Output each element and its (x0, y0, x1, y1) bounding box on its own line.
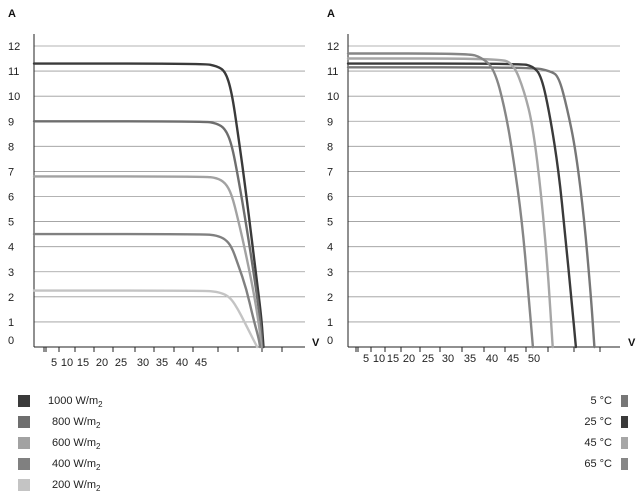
right-y-tick-label: 0 (327, 335, 333, 347)
right-y-tick-label: 9 (327, 116, 333, 128)
left-x-tick-label: 20 (96, 357, 108, 369)
right-y-tick-label: 8 (327, 141, 333, 153)
left-series-line-3 (32, 232, 262, 349)
irradiance-legend-item: 400 W/m2 (18, 457, 178, 472)
legend-label: 65 °C (584, 458, 612, 470)
right-series-line-1 (346, 62, 578, 349)
left-y-tick-label: 10 (8, 91, 20, 103)
right-y-tick-label: 5 (327, 217, 333, 229)
left-y-tick-label: 5 (8, 217, 14, 229)
legend-label: 1000 W/m2 (48, 395, 103, 410)
left-x-tick-label: 10 (61, 357, 73, 369)
right-y-axis-label: A (327, 8, 335, 20)
left-y-axis-label: A (8, 8, 16, 20)
right-series-line-2 (346, 57, 554, 349)
right-x-tick-label: 30 (442, 353, 454, 365)
left-series-line-4 (32, 289, 259, 349)
legend-swatch (621, 437, 628, 449)
irradiance-legend-item: 800 W/m2 (18, 415, 178, 430)
right-x-tick-label: 5 (363, 353, 369, 365)
legend-swatch (18, 416, 30, 428)
left-y-tick-label: 4 (8, 242, 14, 254)
legend-label: 5 °C (590, 395, 612, 407)
legend-swatch (18, 458, 30, 470)
legend-swatch (18, 437, 30, 449)
legend-label: 45 °C (584, 437, 612, 449)
legend-swatch (18, 479, 30, 491)
left-x-tick-label: 15 (77, 357, 89, 369)
legend-swatch (621, 416, 628, 428)
right-y-tick-label: 7 (327, 166, 333, 178)
right-x-tick-label: 50 (528, 353, 540, 365)
left-x-tick-label: 30 (137, 357, 149, 369)
left-x-tick-label: 40 (176, 357, 188, 369)
right-x-tick-label: 15 (387, 353, 399, 365)
legend-swatch (621, 458, 628, 470)
left-y-tick-label: 6 (8, 192, 14, 204)
irradiance-legend-item: 600 W/m2 (18, 436, 178, 451)
left-x-tick-label: 5 (51, 357, 57, 369)
left-y-tick-label: 9 (8, 116, 14, 128)
right-x-tick-label: 25 (422, 353, 434, 365)
irradiance-legend-item: 200 W/m2 (18, 478, 178, 493)
right-x-tick-label: 40 (486, 353, 498, 365)
right-y-tick-label: 10 (327, 91, 339, 103)
right-series-line-3 (346, 52, 535, 349)
right-y-tick-label: 4 (327, 242, 333, 254)
right-x-tick-label: 20 (403, 353, 415, 365)
left-x-axis-label: V (312, 337, 320, 349)
left-y-tick-label: 11 (8, 66, 19, 78)
left-series-line-0 (32, 62, 265, 349)
right-y-tick-label: 12 (327, 41, 339, 53)
right-y-tick-label: 11 (327, 66, 338, 78)
left-y-tick-label: 3 (8, 267, 14, 279)
left-y-tick-label: 1 (8, 317, 14, 329)
legend-label: 800 W/m2 (52, 416, 101, 431)
legend-swatch (18, 395, 30, 407)
legend-swatch (621, 395, 628, 407)
left-x-tick-label: 35 (156, 357, 168, 369)
left-x-tick-label: 25 (115, 357, 127, 369)
left-series-line-1 (32, 120, 264, 349)
legend-label: 200 W/m2 (52, 479, 101, 494)
right-y-tick-label: 6 (327, 192, 333, 204)
left-y-tick-label: 7 (8, 166, 14, 178)
irradiance-legend-item: 1000 W/m2 (18, 394, 178, 409)
temperature-legend-item: 45 °C (540, 436, 628, 450)
legend-label: 600 W/m2 (52, 437, 101, 452)
left-y-tick-label: 0 (8, 335, 14, 347)
right-x-axis-label: V (628, 337, 636, 349)
right-y-tick-label: 2 (327, 292, 333, 304)
left-y-tick-label: 2 (8, 292, 14, 304)
legend-label: 25 °C (584, 416, 612, 428)
temperature-legend-item: 65 °C (540, 457, 628, 471)
right-series-line-0 (346, 66, 596, 349)
left-series-line-2 (32, 175, 263, 349)
left-x-tick-label: 45 (195, 357, 207, 369)
legend-label: 400 W/m2 (52, 458, 101, 473)
right-x-tick-label: 10 (373, 353, 385, 365)
right-y-tick-label: 3 (327, 267, 333, 279)
right-x-tick-label: 35 (464, 353, 476, 365)
temperature-legend-item: 25 °C (540, 415, 628, 429)
temperature-legend-item: 5 °C (540, 394, 628, 408)
left-y-tick-label: 12 (8, 41, 20, 53)
right-y-tick-label: 1 (327, 317, 333, 329)
right-x-tick-label: 45 (507, 353, 519, 365)
left-y-tick-label: 8 (8, 141, 14, 153)
